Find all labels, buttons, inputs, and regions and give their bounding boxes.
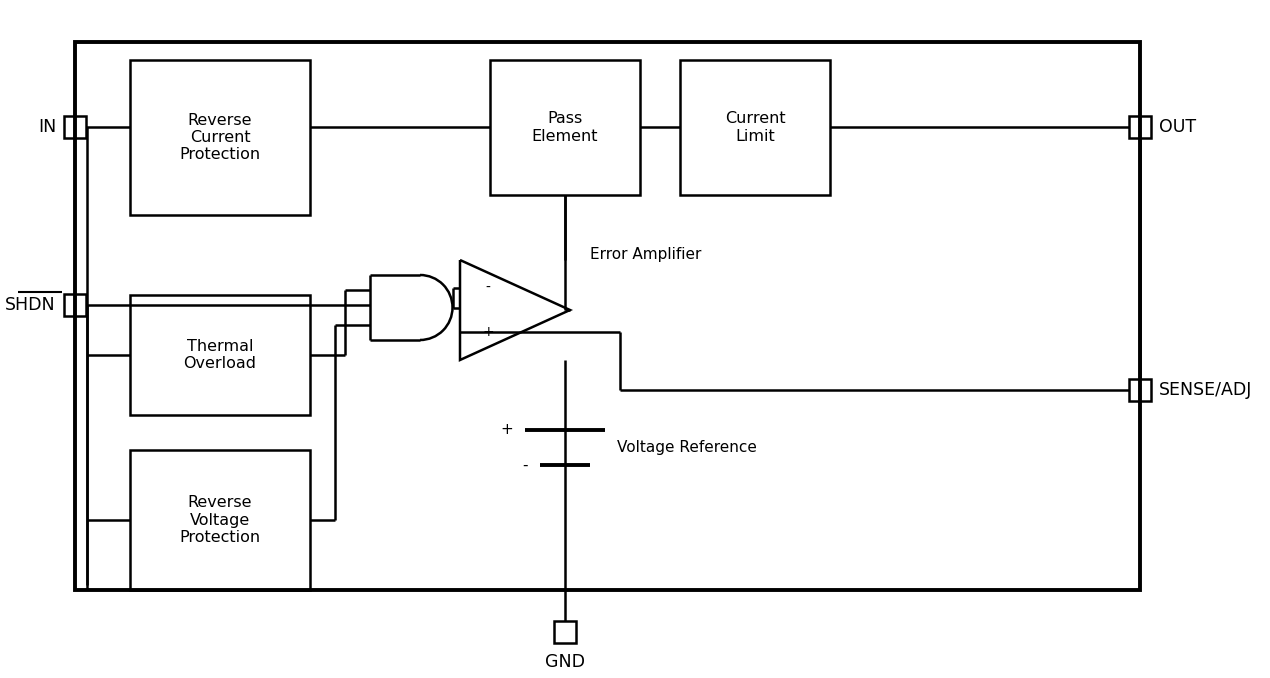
Text: +: + (483, 325, 494, 339)
Text: Pass
Element: Pass Element (532, 111, 598, 144)
Text: IN: IN (38, 118, 56, 136)
Text: Thermal
Overload: Thermal Overload (183, 339, 257, 371)
Text: Error Amplifier: Error Amplifier (591, 247, 701, 262)
Bar (130, 60, 310, 215)
Bar (679, 60, 831, 195)
Text: Reverse
Voltage
Protection: Reverse Voltage Protection (179, 495, 260, 545)
Bar (1129, 379, 1151, 401)
Bar (130, 450, 310, 590)
Text: +: + (500, 422, 513, 437)
Text: Reverse
Current
Protection: Reverse Current Protection (179, 113, 260, 163)
Text: Current
Limit: Current Limit (725, 111, 785, 144)
Text: Voltage Reference: Voltage Reference (617, 440, 757, 455)
Text: GND: GND (545, 653, 585, 671)
Bar (75, 42, 1140, 590)
Bar (1129, 116, 1151, 138)
Bar (64, 294, 86, 316)
Bar (130, 295, 310, 415)
Bar (554, 621, 577, 643)
Text: -: - (485, 281, 490, 295)
Bar (64, 116, 86, 138)
Text: SHDN: SHDN (5, 296, 56, 314)
Text: -: - (522, 458, 528, 473)
Text: SENSE/ADJ: SENSE/ADJ (1160, 381, 1252, 399)
Bar (490, 60, 640, 195)
Text: OUT: OUT (1160, 118, 1196, 136)
